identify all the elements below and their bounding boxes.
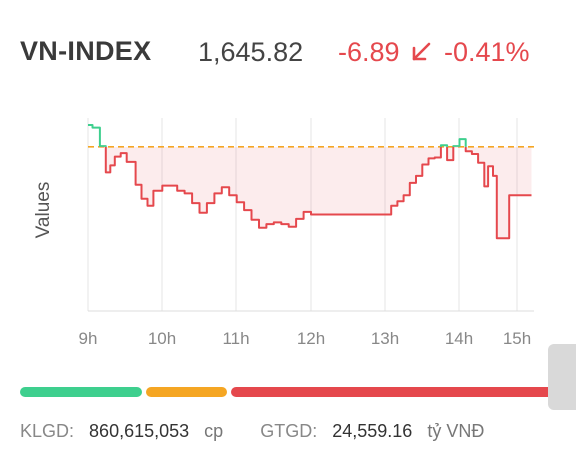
value-value: 24,559.16 — [332, 421, 413, 441]
volume-label: KLGD: — [20, 421, 75, 441]
x-tick-label: 9h — [78, 329, 98, 348]
index-change: -6.89 — [338, 37, 400, 67]
index-value: 1,645.82 — [198, 37, 304, 67]
index-header: VN-INDEX 1,645.82 -6.89 -0.41% — [20, 36, 560, 76]
x-tick-label: 13h — [370, 329, 400, 348]
x-tick-label: 14h — [444, 329, 474, 348]
declining-bar — [231, 387, 554, 397]
below-reference-area — [88, 146, 532, 239]
x-tick-label: 12h — [296, 329, 326, 348]
index-line-down — [99, 146, 532, 240]
side-scroll-handle[interactable] — [548, 344, 576, 410]
arrow-down-left-icon — [412, 42, 431, 61]
advancing-bar — [20, 387, 142, 397]
index-line-up — [88, 124, 467, 147]
x-tick-label: 10h — [147, 329, 177, 348]
index-change-percent: -0.41% — [444, 37, 530, 67]
index-name: VN-INDEX — [20, 36, 152, 66]
value-unit: tỷ VNĐ — [427, 421, 485, 441]
unchanged-bar — [146, 387, 227, 397]
volume-value: 860,615,053 — [89, 421, 190, 441]
intraday-chart — [87, 118, 534, 312]
x-tick-label: 11h — [222, 329, 250, 348]
volume-unit: cp — [204, 421, 224, 441]
y-axis-label: Values — [33, 181, 54, 239]
value-label: GTGD: — [260, 421, 318, 441]
x-tick-label: 15h — [502, 329, 532, 348]
trading-summary: KLGD: 860,615,053 cp GTGD: 24,559.16 tỷ … — [20, 421, 484, 442]
